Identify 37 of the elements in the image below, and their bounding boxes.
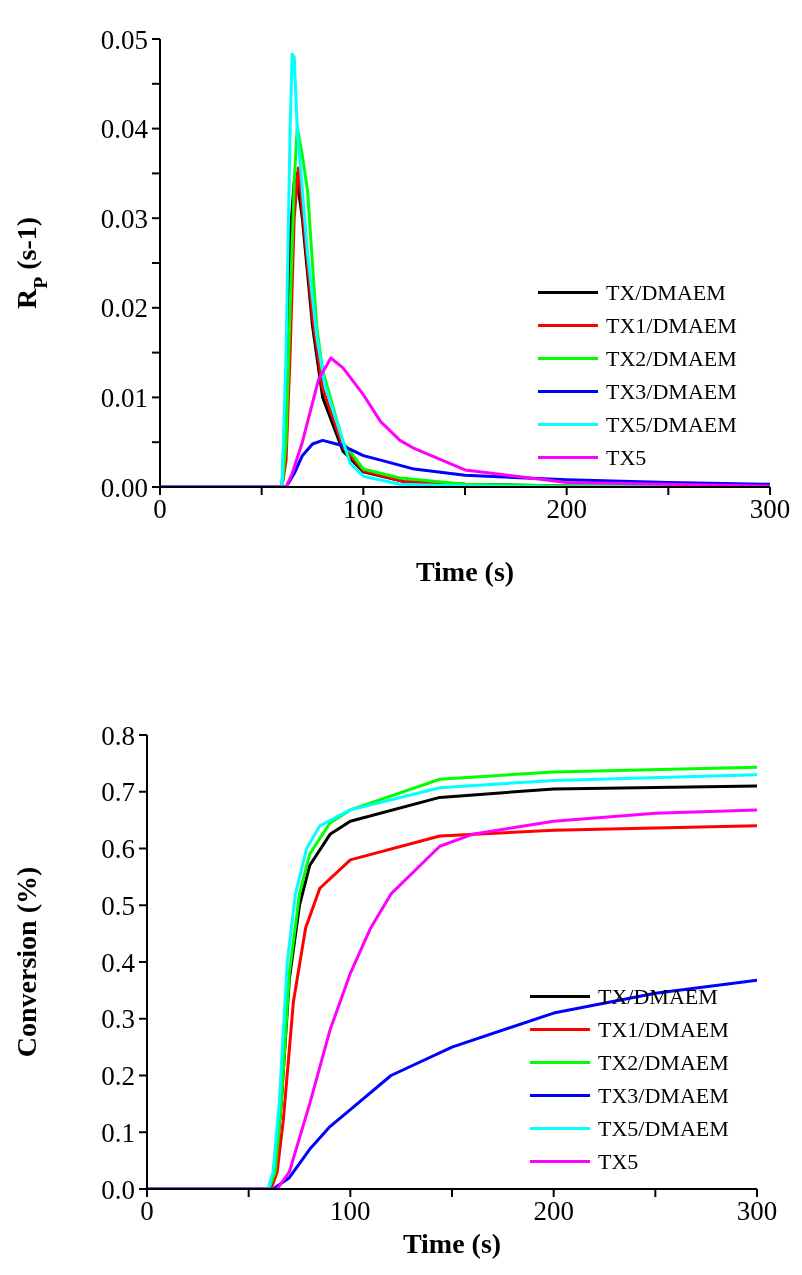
y-tick-label: 0.03 — [100, 203, 148, 234]
legend-label: TX2/DMAEM — [606, 345, 737, 372]
y-tick-label: 0.05 — [100, 24, 148, 55]
y-tick-label: 0.0 — [101, 1174, 135, 1205]
x-axis-title: Time (s) — [415, 556, 515, 588]
x-tick-label: 0 — [140, 1196, 154, 1227]
y-tick-label: 0.4 — [101, 947, 136, 978]
x-tick-label: 300 — [749, 494, 791, 525]
legend-label: TX1/DMAEM — [598, 1016, 729, 1043]
legend-label: TX2/DMAEM — [598, 1049, 729, 1076]
x-tick-label: 100 — [330, 1196, 371, 1227]
y-tick-label: 0.7 — [101, 777, 135, 808]
y-tick-label: 0.02 — [100, 293, 148, 324]
legend-label: TX3/DMAEM — [606, 378, 737, 405]
legend-label: TX5 — [606, 444, 647, 471]
x-tick-label: 200 — [546, 494, 587, 525]
y-tick-label: 0.8 — [101, 720, 135, 751]
y-tick-label: 0.5 — [101, 890, 135, 921]
x-tick-label: 100 — [343, 494, 384, 525]
y-tick-label: 0.00 — [100, 472, 148, 503]
y-axis-title: Conversion (%) — [11, 866, 42, 1058]
x-tick-label: 300 — [736, 1196, 778, 1227]
legend-label: TX5/DMAEM — [598, 1115, 729, 1142]
y-tick-label: 0.3 — [101, 1004, 135, 1035]
legend-label: TX/DMAEM — [606, 279, 726, 306]
y-tick-label: 0.04 — [100, 114, 149, 145]
y-tick-label: 0.01 — [100, 382, 148, 413]
legend-label: TX5/DMAEM — [606, 411, 737, 438]
y-tick-label: 0.2 — [101, 1061, 135, 1092]
legend-label: TX5 — [598, 1148, 639, 1175]
y-tick-label: 0.1 — [101, 1117, 135, 1148]
y-tick-label: 0.6 — [101, 834, 135, 865]
x-tick-label: 0 — [153, 494, 167, 525]
x-tick-label: 200 — [533, 1196, 574, 1227]
legend-label: TX1/DMAEM — [606, 312, 737, 339]
x-axis-title: Time (s) — [402, 1228, 502, 1260]
legend-label: TX3/DMAEM — [598, 1082, 729, 1109]
